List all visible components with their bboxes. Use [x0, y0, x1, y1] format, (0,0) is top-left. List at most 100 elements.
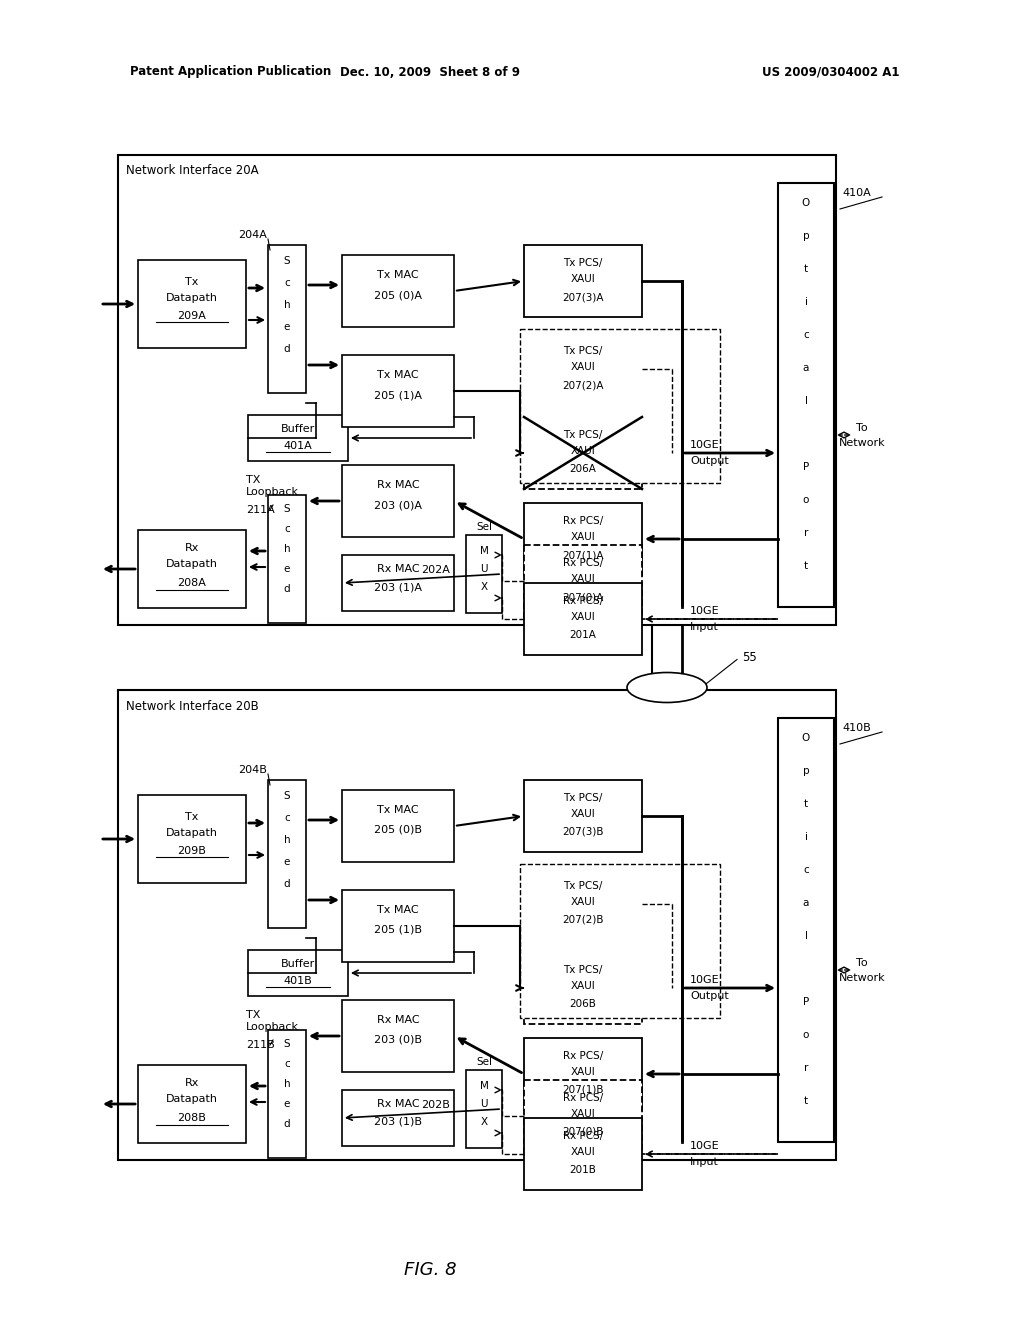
Text: 211B: 211B: [246, 1040, 274, 1049]
Text: 10GE: 10GE: [690, 606, 720, 616]
Text: Buffer: Buffer: [281, 960, 315, 969]
Text: 207(2)A: 207(2)A: [562, 380, 604, 389]
Text: XAUI: XAUI: [570, 446, 595, 455]
Text: Rx MAC: Rx MAC: [377, 1015, 419, 1026]
Text: i: i: [805, 832, 808, 842]
Bar: [342, 355, 454, 426]
Text: XAUI: XAUI: [570, 1109, 595, 1119]
Bar: [138, 531, 246, 609]
Bar: [268, 1030, 306, 1158]
Text: Loopback: Loopback: [246, 487, 299, 498]
Text: P: P: [803, 462, 809, 473]
Text: t: t: [804, 1096, 808, 1106]
Bar: [524, 417, 642, 488]
Text: Patent Application Publication: Patent Application Publication: [130, 66, 331, 78]
Text: O: O: [802, 198, 810, 209]
Text: c: c: [284, 813, 290, 822]
Text: Input: Input: [690, 622, 719, 632]
Text: c: c: [803, 330, 809, 341]
Text: Tx PCS/: Tx PCS/: [563, 793, 603, 803]
Text: 203 (1)B: 203 (1)B: [374, 1117, 422, 1127]
Text: Tx MAC: Tx MAC: [377, 906, 419, 915]
Bar: [524, 545, 642, 616]
Text: U: U: [480, 564, 487, 574]
Bar: [778, 183, 834, 607]
Text: d: d: [284, 1119, 291, 1129]
Text: 209B: 209B: [177, 846, 207, 855]
Text: XAUI: XAUI: [570, 809, 595, 818]
Text: Tx PCS/: Tx PCS/: [563, 880, 603, 891]
Text: Rx: Rx: [184, 543, 200, 553]
Text: To: To: [856, 422, 867, 433]
Bar: [466, 1071, 502, 1148]
Bar: [524, 583, 642, 655]
Text: Rx PCS/: Rx PCS/: [563, 558, 603, 568]
Bar: [524, 503, 642, 576]
Text: r: r: [804, 528, 808, 539]
Text: Network Interface 20A: Network Interface 20A: [126, 165, 259, 177]
Text: P: P: [803, 997, 809, 1007]
Bar: [138, 1065, 246, 1143]
Text: t: t: [804, 799, 808, 809]
Text: Datapath: Datapath: [166, 558, 218, 569]
Text: c: c: [284, 279, 290, 288]
Text: Rx PCS/: Rx PCS/: [563, 1093, 603, 1104]
Text: 203 (0)B: 203 (0)B: [374, 1035, 422, 1045]
Bar: [342, 465, 454, 537]
Text: S: S: [284, 256, 291, 267]
Text: h: h: [284, 300, 291, 310]
Text: XAUI: XAUI: [570, 275, 595, 284]
Text: Network Interface 20B: Network Interface 20B: [126, 700, 259, 713]
Text: 207(3)B: 207(3)B: [562, 828, 604, 837]
Text: Tx MAC: Tx MAC: [377, 805, 419, 814]
Text: d: d: [284, 583, 291, 594]
Text: XAUI: XAUI: [570, 532, 595, 543]
Bar: [342, 1001, 454, 1072]
Text: Rx PCS/: Rx PCS/: [563, 516, 603, 525]
Text: 207(1)B: 207(1)B: [562, 1085, 604, 1096]
Text: Loopback: Loopback: [246, 1022, 299, 1032]
Text: Rx PCS/: Rx PCS/: [563, 597, 603, 606]
Text: XAUI: XAUI: [570, 1067, 595, 1077]
Text: S: S: [284, 504, 291, 513]
Text: U: U: [480, 1100, 487, 1109]
Text: Sel: Sel: [476, 1057, 492, 1067]
Bar: [342, 255, 454, 327]
Bar: [524, 952, 642, 1024]
Text: e: e: [284, 322, 290, 333]
Text: 201B: 201B: [569, 1166, 596, 1175]
Bar: [138, 260, 246, 348]
Bar: [248, 414, 348, 461]
Text: 205 (0)B: 205 (0)B: [374, 825, 422, 836]
Bar: [138, 795, 246, 883]
Bar: [118, 690, 836, 1160]
Text: t: t: [804, 561, 808, 572]
Text: 206B: 206B: [569, 999, 596, 1008]
Text: e: e: [284, 564, 290, 574]
Text: 207(1)A: 207(1)A: [562, 550, 604, 560]
Bar: [524, 869, 642, 940]
Text: S: S: [284, 1039, 291, 1049]
Text: o: o: [803, 1030, 809, 1040]
Text: 207(3)A: 207(3)A: [562, 292, 604, 302]
Text: i: i: [805, 297, 808, 308]
Text: Tx PCS/: Tx PCS/: [563, 257, 603, 268]
Text: Rx MAC: Rx MAC: [377, 564, 419, 574]
Text: Rx MAC: Rx MAC: [377, 1100, 419, 1109]
Bar: [778, 718, 834, 1142]
Text: O: O: [802, 733, 810, 743]
Bar: [524, 1080, 642, 1152]
Text: XAUI: XAUI: [570, 574, 595, 583]
Text: 205 (0)A: 205 (0)A: [374, 290, 422, 300]
Text: 207(2)B: 207(2)B: [562, 915, 604, 925]
Text: Rx PCS/: Rx PCS/: [563, 1131, 603, 1140]
Text: l: l: [805, 396, 808, 407]
Bar: [118, 154, 836, 624]
Bar: [342, 554, 454, 611]
Text: XAUI: XAUI: [570, 1147, 595, 1158]
Text: Tx MAC: Tx MAC: [377, 271, 419, 280]
Text: TX: TX: [246, 1010, 260, 1020]
Text: Datapath: Datapath: [166, 293, 218, 304]
Ellipse shape: [627, 672, 707, 702]
Text: 10GE: 10GE: [690, 1140, 720, 1151]
